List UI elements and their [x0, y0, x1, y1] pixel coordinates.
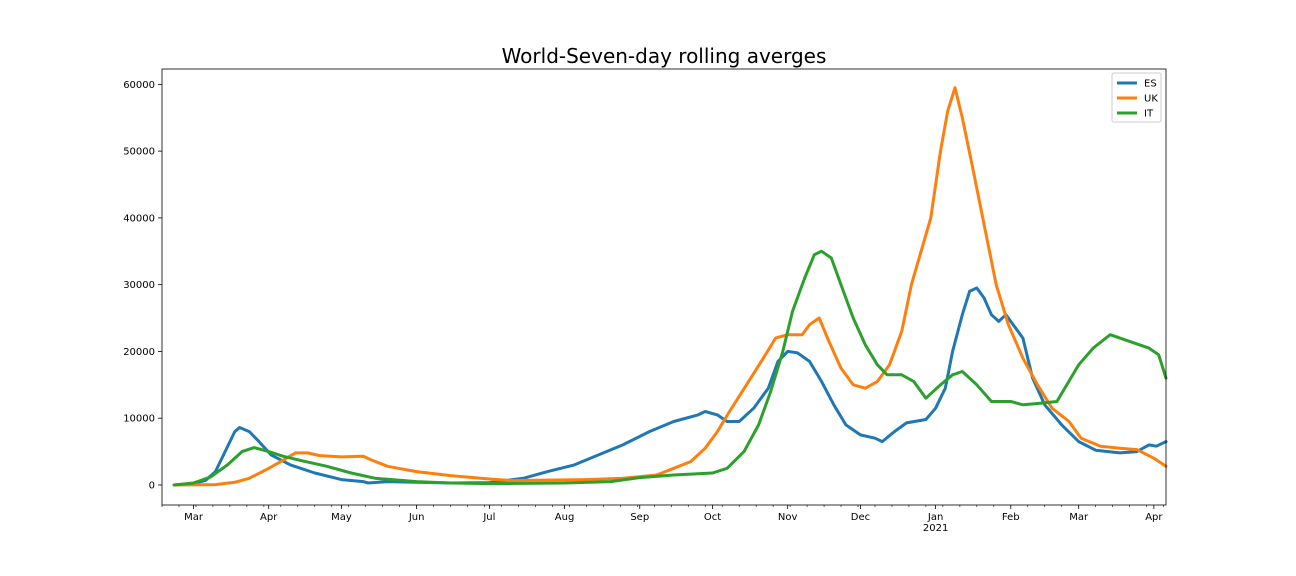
x-tick-label: Feb	[1002, 512, 1020, 523]
x-tick-label: Aug	[555, 512, 575, 523]
x-tick-label: Sep	[630, 512, 649, 523]
x-tick-label: Dec	[851, 512, 870, 523]
chart-title: World-Seven-day rolling averges	[502, 44, 827, 68]
x-tick-label: Jun	[408, 512, 425, 523]
y-tick-label: 0	[149, 480, 155, 491]
y-tick-label: 50000	[123, 147, 155, 158]
y-tick-label: 20000	[123, 347, 155, 358]
legend-label-es: ES	[1144, 79, 1157, 90]
y-tick-label: 10000	[123, 414, 155, 425]
x-tick-label: Apr	[1145, 512, 1163, 523]
x-tick-label: Mar	[184, 512, 204, 523]
plot-frame	[161, 68, 1167, 506]
x-tick-label: Oct	[704, 512, 721, 523]
x-tick-label: Mar	[1069, 512, 1089, 523]
x-tick-label: Nov	[778, 512, 798, 523]
plot-area	[162, 69, 1166, 505]
legend-label-it: IT	[1144, 109, 1154, 120]
legend-label-uk: UK	[1144, 94, 1158, 105]
axes-layer: 0 10000 20000 30000 40000 50000 60000 Mar Apr May…	[123, 80, 1164, 534]
series-line-it	[172, 249, 1168, 487]
x-tick-label: May	[331, 512, 352, 523]
legend: ES UK IT	[1111, 72, 1162, 123]
x-tick-label: Jul	[482, 512, 495, 523]
y-tick-label: 30000	[123, 280, 155, 291]
x-tick-label: Jan	[927, 512, 943, 523]
x-tick-label: Apr	[260, 512, 278, 523]
x-tick-sublabel: 2021	[923, 523, 948, 534]
y-tick-label: 60000	[123, 80, 155, 91]
series-line-uk	[172, 86, 1168, 487]
y-tick-label: 40000	[123, 213, 155, 224]
series-layer	[172, 86, 1168, 487]
